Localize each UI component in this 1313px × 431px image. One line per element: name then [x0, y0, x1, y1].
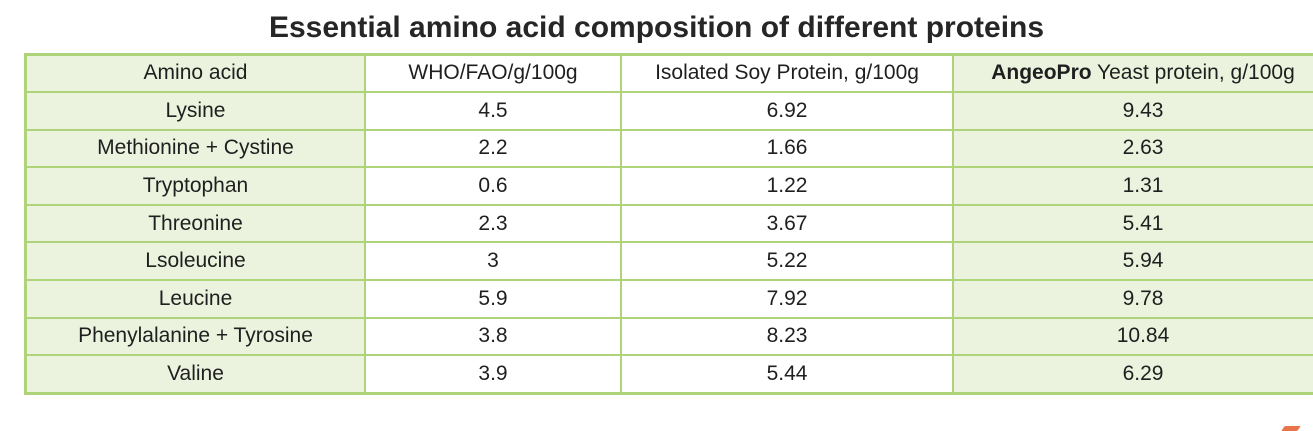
soy-value-cell: 7.92: [620, 279, 954, 319]
who-fao-value-cell: 0.6: [364, 166, 622, 206]
angeopro-value-cell: 5.41: [952, 203, 1313, 244]
who-fao-value-cell: 2.3: [364, 203, 622, 244]
soy-value-cell: 5.22: [620, 241, 954, 282]
soy-value-cell: 6.92: [620, 91, 954, 131]
amino-acid-name-cell: Phenylalanine + Tyrosine: [24, 316, 366, 357]
who-fao-value-cell: 3: [364, 241, 622, 282]
table-row: Threonine 2.3 3.67 5.41: [24, 203, 1313, 244]
angeopro-value-cell: 2.63: [952, 128, 1313, 169]
table-row: Valine 3.9 5.44 6.29: [24, 354, 1313, 395]
who-fao-value-cell: 2.2: [364, 128, 622, 169]
soy-value-cell: 3.67: [620, 203, 954, 244]
angeopro-value-cell: 9.78: [952, 279, 1313, 319]
soy-value-cell: 1.66: [620, 128, 954, 169]
amino-acid-name-cell: Lysine: [24, 91, 366, 131]
who-fao-value-cell: 4.5: [364, 91, 622, 131]
angeopro-value-cell: 6.29: [952, 354, 1313, 395]
table-row: Methionine + Cystine 2.2 1.66 2.63: [24, 128, 1313, 169]
table-body: Lysine 4.5 6.92 9.43 Methionine + Cystine 2.2…: [24, 91, 1313, 395]
angeopro-value-cell: 10.84: [952, 316, 1313, 357]
header-who-fao: WHO/FAO/g/100g: [364, 52, 622, 94]
header-soy-protein: Isolated Soy Protein, g/100g: [620, 52, 954, 94]
amino-acid-name-cell: Lsoleucine: [24, 241, 366, 282]
brand-name: AngeoPro: [991, 61, 1092, 85]
angeopro-value-cell: 9.43: [952, 91, 1313, 131]
header-amino-acid: Amino acid: [24, 52, 366, 94]
who-fao-value-cell: 3.9: [364, 354, 622, 395]
table-row: Lsoleucine 3 5.22 5.94: [24, 241, 1313, 282]
amino-acid-name-cell: Leucine: [24, 279, 366, 319]
soy-value-cell: 5.44: [620, 354, 954, 395]
table-header: Amino acid WHO/FAO/g/100g Isolated Soy P…: [24, 52, 1313, 94]
page-title: Essential amino acid composition of diff…: [268, 11, 1045, 44]
amino-acid-name-cell: Threonine: [24, 203, 366, 244]
who-fao-value-cell: 3.8: [364, 316, 622, 357]
table-row: Leucine 5.9 7.92 9.78: [24, 279, 1313, 319]
table-row: Phenylalanine + Tyrosine 3.8 8.23 10.84: [24, 316, 1313, 357]
header-row: Amino acid WHO/FAO/g/100g Isolated Soy P…: [24, 52, 1313, 94]
header-angeopro: AngeoPro Yeast protein, g/100g: [952, 52, 1313, 94]
soy-value-cell: 1.22: [620, 166, 954, 206]
angeopro-value-cell: 5.94: [952, 241, 1313, 282]
amino-acid-name-cell: Methionine + Cystine: [24, 128, 366, 169]
table-row: Lysine 4.5 6.92 9.43: [24, 91, 1313, 131]
cropped-logo-fragment: [1281, 426, 1301, 431]
amino-acid-name-cell: Valine: [24, 354, 366, 395]
amino-acid-table: Amino acid WHO/FAO/g/100g Isolated Soy P…: [24, 52, 1313, 395]
header-angeopro-rest: Yeast protein, g/100g: [1091, 61, 1295, 85]
table-row: Tryptophan 0.6 1.22 1.31: [24, 166, 1313, 206]
who-fao-value-cell: 5.9: [364, 279, 622, 319]
angeopro-value-cell: 1.31: [952, 166, 1313, 206]
soy-value-cell: 8.23: [620, 316, 954, 357]
amino-acid-name-cell: Tryptophan: [24, 166, 366, 206]
